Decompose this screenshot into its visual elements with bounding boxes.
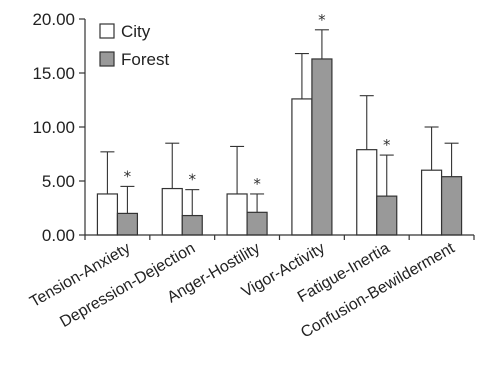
bar-forest-3 (311, 58, 333, 236)
significance-marker: * (253, 175, 261, 193)
error-bars (100, 29, 459, 216)
bars (96, 58, 463, 236)
significance-marker: * (124, 167, 132, 185)
bar-city-0 (96, 193, 119, 236)
legend-label-forest: Forest (121, 50, 169, 69)
y-axis-ticks (79, 18, 85, 236)
bar-city-2 (226, 193, 248, 236)
legend-swatch-forest (99, 51, 115, 67)
legend-swatch-city (99, 23, 115, 39)
bar-city-4 (356, 149, 378, 236)
bar-forest-4 (376, 195, 398, 236)
y-tick-label: 10.00 (32, 118, 75, 137)
y-tick-label: 15.00 (32, 64, 75, 83)
bar-forest-0 (116, 212, 139, 236)
legend-label-city: City (121, 22, 151, 41)
significance-marker: * (383, 136, 391, 154)
bar-city-5 (420, 169, 443, 236)
x-axis-category-labels: Tension-AnxietyDepression-DejectionAnger… (27, 239, 458, 341)
bar-forest-2 (246, 211, 268, 236)
bar-forest-1 (181, 214, 203, 236)
significance-markers: * * * * * (124, 11, 391, 193)
x-axis-ticks (84, 235, 475, 240)
y-tick-label: 0.00 (42, 226, 75, 245)
y-axis-tick-labels: 0.00 5.00 10.00 15.00 20.00 (32, 10, 75, 245)
bar-city-1 (161, 187, 183, 236)
legend: City Forest (99, 22, 169, 69)
significance-marker: * (318, 11, 326, 29)
bar-forest-5 (440, 176, 463, 236)
bar-city-3 (291, 98, 313, 236)
y-tick-label: 5.00 (42, 172, 75, 191)
significance-marker: * (189, 171, 197, 189)
y-tick-label: 20.00 (32, 10, 75, 29)
